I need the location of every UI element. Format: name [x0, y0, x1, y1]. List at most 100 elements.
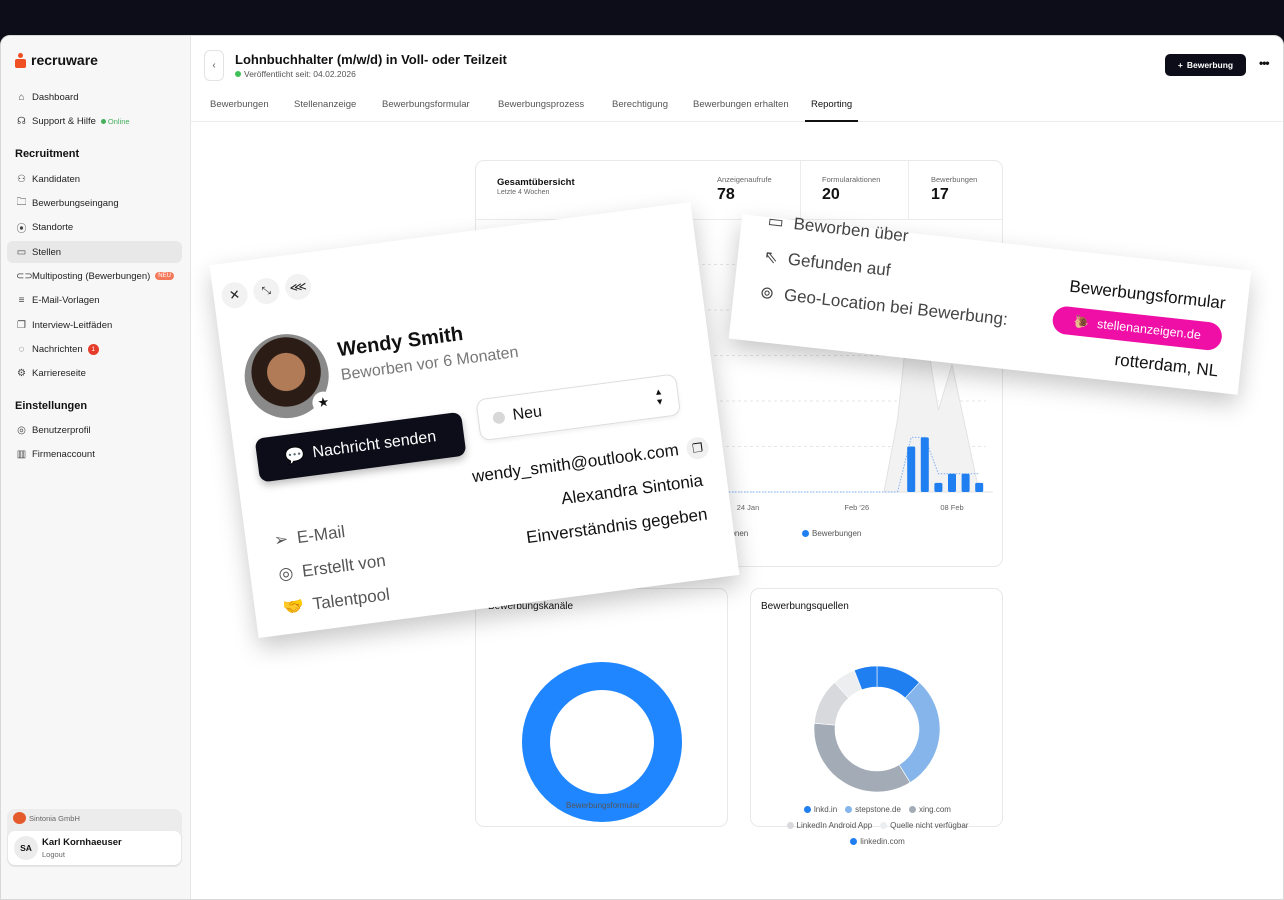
user-circle-icon: ◎ [277, 563, 295, 584]
donut-slice [522, 662, 682, 822]
sidebar-item-dashboard[interactable]: ⌂ Dashboard [7, 86, 182, 108]
updown-chevron-icon: ▲ ▼ [653, 386, 665, 408]
collapse-icon: ⤡ [261, 284, 272, 298]
add-application-button[interactable]: + Bewerbung [1165, 54, 1246, 76]
section-heading-settings: Einstellungen [15, 400, 88, 412]
more-options-button[interactable]: ••• [1259, 56, 1270, 70]
toggle-icon: ⊂⊃ [16, 270, 33, 282]
stat-label: Bewerbungen [931, 175, 978, 184]
sources-donut [813, 665, 941, 793]
label-geo-location: ⊚ Geo-Location bei Bewerbung: [759, 283, 1009, 330]
user-card[interactable]: SA Karl Kornhaeuser Logout [8, 831, 181, 865]
home-icon: ⌂ [18, 91, 25, 103]
channels-title: Bewerbungskanäle [488, 601, 574, 612]
send-message-button[interactable]: 💬 Nachricht senden [254, 411, 467, 483]
avatar: SA [14, 836, 38, 860]
logo-text: recruware [31, 52, 98, 68]
sidebar-item-standorte[interactable]: ⦿ Standorte [7, 216, 182, 238]
send-icon: ➢ [272, 529, 290, 551]
crosshair-icon: ⊚ [758, 282, 776, 304]
close-button[interactable]: ✕ [220, 280, 250, 310]
sidebar-item-kandidaten[interactable]: ⚇ Kandidaten [7, 168, 182, 190]
candidate-card: ✕ ⤡ ⋘ ★ Wendy Smith Beworben vor 6 Monat… [209, 201, 740, 639]
tab-bewerbungsformular[interactable]: Bewerbungsformular [382, 99, 470, 110]
sidebar-item-multiposting[interactable]: ⊂⊃ Multiposting (Bewerbungen) NEU [7, 265, 182, 287]
share-button[interactable]: ⋘ [283, 272, 313, 302]
legend-label: LinkedIn Android App [796, 821, 873, 830]
donut-slice [813, 722, 911, 793]
bar-bewerbungen [920, 437, 929, 492]
logout-link[interactable]: Logout [42, 850, 65, 859]
legend-item: LinkedIn Android App [786, 821, 873, 830]
sidebar-item-label: Bewerbungseingang [32, 197, 119, 209]
legend-label: Bewerbungen [812, 529, 862, 538]
back-button[interactable]: ‹ [204, 50, 224, 81]
tab-bar: Bewerbungen Stellenanzeige Bewerbungsfor… [191, 92, 1283, 122]
source-pill[interactable]: 🐌 stellenanzeigen.de [1051, 305, 1224, 352]
status-select[interactable]: Neu ▲ ▼ [475, 373, 682, 442]
legend-row: LinkedIn Android App Quelle nicht verfügb… [751, 821, 1004, 830]
chat-icon: ◌ [18, 343, 25, 355]
stat-value: 78 [717, 186, 735, 203]
legend-item: xing.com [908, 805, 951, 814]
gear-icon: ⚙ [17, 367, 26, 379]
tab-stellenanzeige[interactable]: Stellenanzeige [294, 99, 357, 110]
legend-label: Quelle nicht verfügbar [890, 821, 969, 830]
legend-item: linkedin.com [850, 837, 905, 846]
sidebar-item-label: Dashboard [32, 91, 79, 103]
sidebar-item-karriereseite[interactable]: ⚙ Karriereseite [7, 362, 182, 384]
talentpool-value: Einverständnis gegeben [525, 504, 709, 548]
sidebar-item-nachrichten[interactable]: ◌ Nachrichten 1 [7, 338, 182, 360]
org-name: Sintonia GmbH [29, 814, 80, 823]
tab-bewerbungsprozess[interactable]: Bewerbungsprozess [498, 99, 585, 110]
created-by-value: Alexandra Sintonia [560, 470, 705, 509]
legend-swatch [850, 838, 858, 845]
button-label: Nachricht senden [311, 428, 438, 462]
bar-bewerbungen [975, 482, 984, 492]
star-icon[interactable]: ★ [311, 390, 336, 415]
user-circle-icon: ◎ [17, 424, 26, 436]
sidebar-item-interview-leitfaeden[interactable]: ❐ Interview-Leitfäden [7, 314, 182, 336]
tab-bewerbungen[interactable]: Bewerbungen [210, 99, 269, 110]
tab-berechtigung[interactable]: Berechtigung [612, 99, 668, 110]
collapse-button[interactable]: ⤡ [251, 276, 281, 306]
account-switcher[interactable]: Sintonia GmbH SA Karl Kornhaeuser Logout [7, 809, 182, 867]
legend-row: lnkd.in stepstone.de xing.com [751, 805, 1004, 814]
sidebar-item-label: Nachrichten [32, 343, 83, 355]
sidebar-item-bewerbungseingang[interactable]: 🗀 Bewerbungseingang [7, 192, 182, 214]
sidebar-item-support[interactable]: ☊ Support & Hilfe Online [7, 110, 182, 132]
legend-label: linkedin.com [860, 837, 905, 846]
copy-icon[interactable]: ❐ [685, 435, 710, 461]
sidebar-item-email-vorlagen[interactable]: ≡ E-Mail-Vorlagen [7, 289, 182, 311]
sidebar-item-label: Firmenaccount [32, 448, 95, 460]
user-name: Karl Kornhaeuser [42, 837, 122, 848]
field-label-email: ➢ E-Mail [273, 522, 346, 551]
legend-swatch [845, 806, 853, 813]
logo[interactable]: recruware [15, 52, 98, 68]
sidebar-item-firmenaccount[interactable]: ▥ Firmenaccount [7, 443, 182, 465]
legend-bewerbungen: Bewerbungen [802, 529, 861, 538]
map-pin-icon: ⦿ [16, 223, 27, 235]
x-tick-label: 08 Feb [940, 503, 963, 512]
bar-bewerbungen [948, 473, 956, 492]
browser-window-icon: ▭ [766, 211, 785, 232]
label: Geo-Location bei Bewerbung: [783, 285, 1009, 329]
legend-swatch [804, 806, 812, 813]
org-logo [13, 812, 26, 824]
sidebar-item-benutzerprofil[interactable]: ◎ Benutzerprofil [7, 419, 182, 441]
tab-reporting[interactable]: Reporting [805, 99, 859, 122]
legend-swatch [880, 822, 888, 829]
legend-item: Quelle nicht verfügbar [880, 821, 968, 830]
legend-label: xing.com [918, 805, 951, 814]
sidebar-item-label: Stellen [32, 246, 62, 258]
sidebar-item-stellen[interactable]: ▭ Stellen [7, 241, 182, 263]
stat-value: 20 [822, 186, 840, 203]
chat-bubble-icon: 💬 [283, 446, 306, 466]
copy-icon: ❐ [17, 319, 26, 331]
tab-bewerbungen-erhalten[interactable]: Bewerbungen erhalten [693, 99, 789, 110]
donut-slice [853, 665, 878, 691]
field-label-talentpool: 🤝 Talentpool [282, 585, 391, 619]
legend-bewerbungsformular: Bewerbungsformular [556, 801, 640, 810]
pill-label: stellenanzeigen.de [1096, 316, 1202, 343]
sidebar-item-label: Benutzerprofil [32, 424, 91, 436]
